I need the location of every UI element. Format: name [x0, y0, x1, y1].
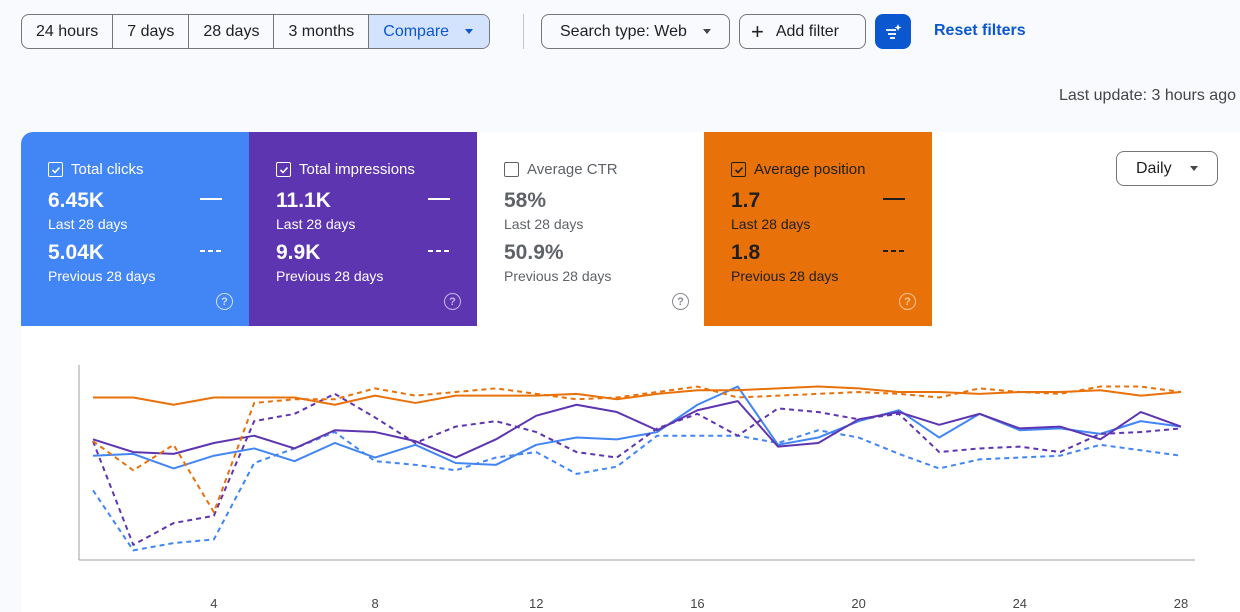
- compare-dropdown[interactable]: Compare: [369, 15, 490, 48]
- metric-value: 1.7: [731, 189, 761, 212]
- x-tick-label: 8: [371, 596, 378, 611]
- x-tick-label: 20: [851, 596, 865, 611]
- last-update-text: Last update: 3 hours ago: [1058, 87, 1236, 104]
- x-tick-label: 28: [1174, 596, 1188, 611]
- date-range-3m[interactable]: 3 months: [274, 15, 370, 48]
- filter-sparkle-icon: [886, 23, 902, 39]
- date-range-group: 24 hours 7 days 28 days 3 months Compare: [21, 14, 491, 49]
- chevron-down-icon: [702, 29, 711, 34]
- date-range-7d[interactable]: 7 days: [113, 15, 190, 48]
- metric-prev-value: 1.8: [731, 241, 761, 264]
- metric-title: Average position: [754, 161, 866, 178]
- metric-header: Total impressions: [276, 161, 415, 178]
- help-icon[interactable]: ?: [899, 293, 916, 310]
- metric-title: Total impressions: [299, 161, 415, 178]
- filter-sparkle-button[interactable]: [875, 14, 911, 49]
- checkbox-checked-icon[interactable]: [276, 162, 291, 177]
- metric-header: Total clicks: [48, 161, 144, 178]
- toolbar-divider: [523, 14, 524, 49]
- solid-line-legend-icon: [200, 198, 222, 200]
- add-filter-label: Add filter: [775, 22, 839, 40]
- metric-prev-value: 50.9%: [504, 241, 564, 264]
- metric-total-impressions[interactable]: Total impressions 11.1K Last 28 days 9.9…: [249, 132, 477, 326]
- date-range-28d[interactable]: 28 days: [189, 15, 275, 48]
- add-filter-button[interactable]: + Add filter: [739, 14, 866, 49]
- metric-prev-period: Previous 28 days: [276, 268, 384, 284]
- series-line-impressions_current[interactable]: [92, 400, 1182, 459]
- checkbox-unchecked-icon[interactable]: [504, 162, 519, 177]
- metric-prev-value: 9.9K: [276, 241, 321, 264]
- checkbox-checked-icon[interactable]: [48, 162, 63, 177]
- date-range-24h[interactable]: 24 hours: [22, 15, 114, 48]
- metric-title: Average CTR: [527, 161, 618, 178]
- series-line-position_current[interactable]: [93, 385, 1182, 406]
- metric-header: Average position: [731, 161, 865, 178]
- solid-line-legend-icon: [883, 198, 905, 200]
- help-icon[interactable]: ?: [672, 293, 689, 310]
- granularity-label: Daily: [1136, 159, 1172, 177]
- series-line-position_previous[interactable]: [92, 385, 1182, 514]
- x-tick-label: 24: [1013, 596, 1027, 611]
- metric-value: 6.45K: [48, 189, 105, 212]
- metric-total-clicks[interactable]: Total clicks 6.45K Last 28 days 5.04K Pr…: [21, 132, 249, 326]
- metric-prev-period: Previous 28 days: [48, 268, 156, 284]
- metric-period: Last 28 days: [731, 216, 811, 232]
- plus-icon: +: [751, 18, 764, 44]
- help-icon[interactable]: ?: [444, 293, 461, 310]
- dashed-line-legend-icon: [883, 250, 905, 252]
- x-tick-label: 16: [690, 596, 704, 611]
- metric-value: 58%: [504, 189, 547, 212]
- reset-filters-link[interactable]: Reset filters: [934, 22, 1026, 39]
- metric-average-position[interactable]: Average position 1.7 Last 28 days 1.8 Pr…: [704, 132, 932, 326]
- chevron-down-icon: [465, 29, 474, 34]
- metric-prev-period: Previous 28 days: [731, 268, 839, 284]
- search-type-label: Search type: Web: [560, 22, 687, 40]
- x-tick-label: 12: [529, 596, 543, 611]
- metric-title: Total clicks: [71, 161, 144, 178]
- series-line-impressions_previous[interactable]: [92, 392, 1182, 546]
- dashed-line-legend-icon: [428, 250, 450, 252]
- series-line-clicks_previous[interactable]: [92, 429, 1182, 552]
- solid-line-legend-icon: [428, 198, 450, 200]
- dashed-line-legend-icon: [200, 250, 222, 252]
- performance-line-chart[interactable]: 4 8 12 16 20 24 28: [21, 132, 1240, 612]
- chevron-down-icon: [1189, 166, 1198, 171]
- metric-period: Last 28 days: [276, 216, 356, 232]
- compare-label: Compare: [383, 22, 450, 40]
- metric-period: Last 28 days: [48, 216, 128, 232]
- performance-card: Total clicks 6.45K Last 28 days 5.04K Pr…: [21, 132, 1240, 612]
- metric-prev-period: Previous 28 days: [504, 268, 612, 284]
- search-type-dropdown[interactable]: Search type: Web: [541, 14, 730, 49]
- granularity-dropdown[interactable]: Daily: [1116, 151, 1218, 186]
- checkbox-checked-icon[interactable]: [731, 162, 746, 177]
- metric-value: 11.1K: [276, 189, 331, 212]
- help-icon[interactable]: ?: [216, 293, 233, 310]
- metric-period: Last 28 days: [504, 216, 584, 232]
- metric-prev-value: 5.04K: [48, 241, 105, 264]
- x-tick-label: 4: [210, 596, 217, 611]
- metric-average-ctr[interactable]: Average CTR 58% Last 28 days 50.9% Previ…: [477, 132, 705, 326]
- metric-header: Average CTR: [504, 161, 618, 178]
